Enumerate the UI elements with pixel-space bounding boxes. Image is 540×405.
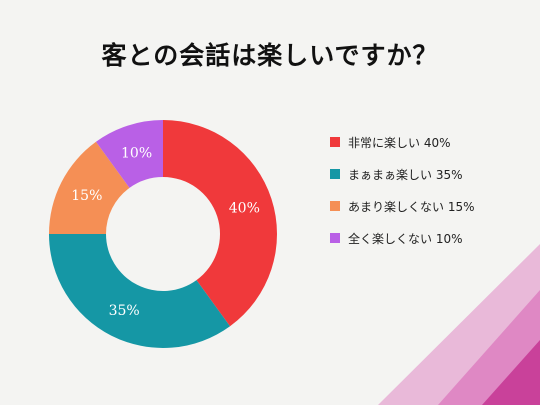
legend-label: あまり楽しくない 15% (348, 199, 475, 214)
legend-label: 非常に楽しい 40% (348, 135, 451, 150)
donut-slice-4 (95, 120, 163, 188)
legend-swatch (330, 201, 340, 211)
legend-swatch (330, 233, 340, 243)
legend-label: 全く楽しくない 10% (348, 231, 463, 246)
legend-swatch (330, 169, 340, 179)
legend-label: まぁまぁ楽しい 35% (348, 167, 463, 182)
slice-label-3: 15% (71, 188, 102, 204)
slice-label-4: 10% (121, 146, 152, 162)
donut-slice-2 (49, 234, 231, 348)
legend-item-2: まぁまぁ楽しい 35% (330, 166, 475, 182)
chart-title: 客との会話は楽しいですか？ (101, 41, 439, 70)
legend-item-4: 全く楽しくない 10% (330, 230, 475, 246)
corner-stripe-dark (482, 340, 540, 405)
donut-slice-3 (49, 141, 130, 234)
chart-legend: 非常に楽しい 40% まぁまぁ楽しい 35% あまり楽しくない 15% 全く楽しくない… (330, 134, 475, 262)
legend-item-3: あまり楽しくない 15% (330, 198, 475, 214)
donut-slice-1 (163, 120, 277, 327)
slice-label-2: 35% (109, 303, 140, 319)
legend-item-1: 非常に楽しい 40% (330, 134, 475, 150)
slice-label-1: 40% (229, 201, 260, 217)
legend-swatch (330, 137, 340, 147)
